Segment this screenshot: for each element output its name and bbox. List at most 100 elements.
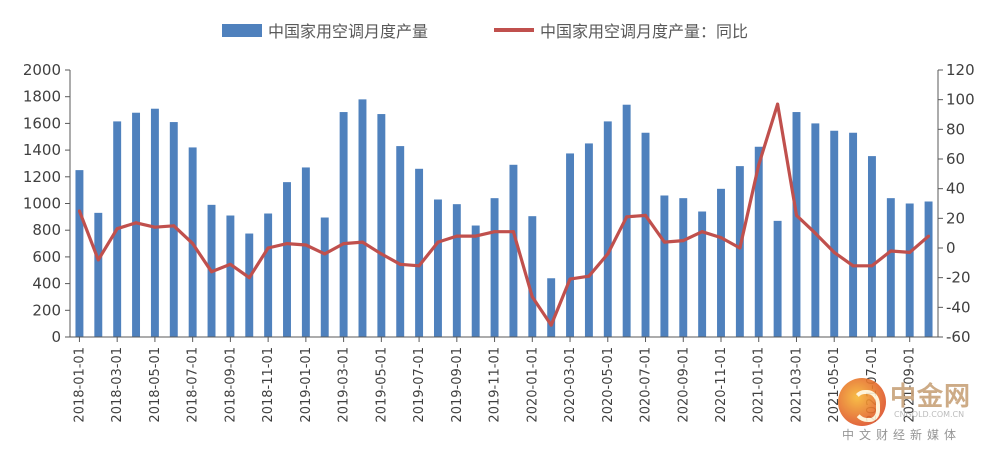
bar-2020-01-01 xyxy=(528,216,537,337)
line-point-2019-03-01 xyxy=(342,242,346,246)
bar-2020-07-01 xyxy=(641,132,650,337)
x-tick-label-2020-01-01: 2020-01-01 xyxy=(525,347,540,423)
yoy-line xyxy=(77,102,930,327)
x-tick-label-2018-11-01: 2018-11-01 xyxy=(261,347,276,423)
x-tick-label-2018-01-01: 2018-01-01 xyxy=(72,347,87,423)
left-tick-label-1400: 1400 xyxy=(23,141,61,159)
bar-2019-09-01 xyxy=(452,204,461,337)
line-point-2021-04-01 xyxy=(813,231,817,235)
line-point-2021-09-01 xyxy=(908,250,912,254)
legend-bar-swatch xyxy=(222,23,262,37)
legend-item-line[interactable]: 中国家用空调月度产量：同比 xyxy=(494,18,748,42)
left-tick-label-1000: 1000 xyxy=(23,195,61,213)
bar-2018-02-01 xyxy=(94,212,103,337)
right-tick-label-40: 40 xyxy=(946,180,965,198)
bar-2019-04-01 xyxy=(358,99,367,338)
left-tick-label-1600: 1600 xyxy=(23,114,61,132)
x-tick-label-2019-07-01: 2019-07-01 xyxy=(412,347,427,423)
line-point-2018-04-01 xyxy=(134,221,138,225)
right-tick-label-100: 100 xyxy=(946,91,975,109)
bar-2018-01-01 xyxy=(75,170,84,337)
line-point-2019-02-01 xyxy=(323,252,327,256)
bar-2019-06-01 xyxy=(396,146,405,337)
line-point-2018-11-01 xyxy=(266,246,270,250)
line-point-2020-05-01 xyxy=(606,252,610,256)
bar-2019-03-01 xyxy=(339,112,348,338)
left-tick-label-800: 800 xyxy=(32,221,61,239)
line-point-2021-05-01 xyxy=(832,250,836,254)
x-tick-label-2021-09-01: 2021-09-01 xyxy=(903,347,918,423)
line-point-2021-01-01 xyxy=(757,163,761,167)
bar-2019-07-01 xyxy=(415,168,424,337)
right-tick-label--20: -20 xyxy=(946,269,971,287)
x-tick-label-2019-01-01: 2019-01-01 xyxy=(299,347,314,423)
line-point-2018-02-01 xyxy=(96,258,100,262)
x-tick-label-2020-03-01: 2020-03-01 xyxy=(563,347,578,423)
bar-2019-01-01 xyxy=(301,167,310,337)
bar-2021-08-01 xyxy=(886,198,895,337)
line-point-2020-09-01 xyxy=(681,239,685,243)
bar-2020-03-01 xyxy=(566,153,575,337)
line-point-2021-07-01 xyxy=(870,264,874,268)
line-point-2020-12-01 xyxy=(738,246,742,250)
bar-2019-10-01 xyxy=(471,225,480,337)
x-tick-label-2019-03-01: 2019-03-01 xyxy=(337,347,352,423)
right-tick-label--40: -40 xyxy=(946,298,971,316)
bar-2020-08-01 xyxy=(660,195,669,337)
bar-2020-11-01 xyxy=(717,188,725,337)
bar-2020-10-01 xyxy=(698,211,707,337)
line-point-2019-06-01 xyxy=(398,262,402,266)
legend-line-label: 中国家用空调月度产量：同比 xyxy=(540,22,749,41)
x-tick-label-2018-05-01: 2018-05-01 xyxy=(148,347,163,423)
line-point-2019-09-01 xyxy=(455,234,459,238)
line-point-2018-09-01 xyxy=(228,262,232,266)
x-tick-label-2020-09-01: 2020-09-01 xyxy=(676,347,691,423)
bar-2020-04-01 xyxy=(584,143,593,337)
bar-2021-09-01 xyxy=(905,203,914,337)
x-tick-label-2021-01-01: 2021-01-01 xyxy=(752,347,767,423)
left-tick-label-1200: 1200 xyxy=(23,168,61,186)
bar-2018-12-01 xyxy=(283,182,291,337)
legend-bar-label: 中国家用空调月度产量 xyxy=(268,22,429,41)
line-point-2020-02-01 xyxy=(549,323,553,327)
bar-2021-01-01 xyxy=(754,146,763,337)
line-point-2018-12-01 xyxy=(285,242,289,246)
line-point-2019-11-01 xyxy=(493,230,497,234)
watermark-title: 中金网 xyxy=(890,382,972,412)
line-point-2018-07-01 xyxy=(191,242,195,246)
bar-2018-09-01 xyxy=(226,215,235,337)
line-point-2020-11-01 xyxy=(719,236,723,240)
right-tick-label-80: 80 xyxy=(946,120,965,138)
left-tick-label-2000: 2000 xyxy=(23,61,61,79)
legend-item-bar[interactable]: 中国家用空调月度产量 xyxy=(222,18,428,42)
left-tick-label-0: 0 xyxy=(51,328,61,346)
line-point-2021-10-01 xyxy=(927,234,931,238)
line-point-2019-07-01 xyxy=(417,264,421,268)
line-point-2019-05-01 xyxy=(379,252,383,256)
bar-2018-10-01 xyxy=(245,233,254,337)
bar-2021-03-01 xyxy=(792,112,801,338)
bar-2020-05-01 xyxy=(603,121,612,338)
bar-2018-05-01 xyxy=(150,108,159,337)
bar-2021-07-01 xyxy=(867,156,876,337)
x-tick-label-2020-07-01: 2020-07-01 xyxy=(639,347,654,423)
bar-series xyxy=(75,99,933,338)
line-point-2019-01-01 xyxy=(304,243,308,247)
line-point-2020-07-01 xyxy=(644,213,648,217)
line-point-2018-08-01 xyxy=(210,270,214,274)
bar-2018-06-01 xyxy=(169,122,178,337)
x-tick-label-2020-11-01: 2020-11-01 xyxy=(714,347,729,423)
watermark-logo-icon xyxy=(838,378,886,426)
left-tick-label-400: 400 xyxy=(32,275,61,293)
legend: 中国家用空调月度产量 中国家用空调月度产量：同比 xyxy=(0,14,998,44)
bar-2021-10-01 xyxy=(924,201,933,337)
watermark-domain: CNGOLD.COM.CN xyxy=(894,410,965,419)
line-point-2019-12-01 xyxy=(511,230,515,234)
x-tick-label-2019-11-01: 2019-11-01 xyxy=(488,347,503,423)
right-tick-label-20: 20 xyxy=(946,209,965,227)
line-point-2018-01-01 xyxy=(77,209,81,213)
bar-2019-12-01 xyxy=(509,164,518,337)
right-tick-label-60: 60 xyxy=(946,150,965,168)
bar-2020-02-01 xyxy=(547,278,556,337)
line-point-2020-06-01 xyxy=(625,215,629,219)
